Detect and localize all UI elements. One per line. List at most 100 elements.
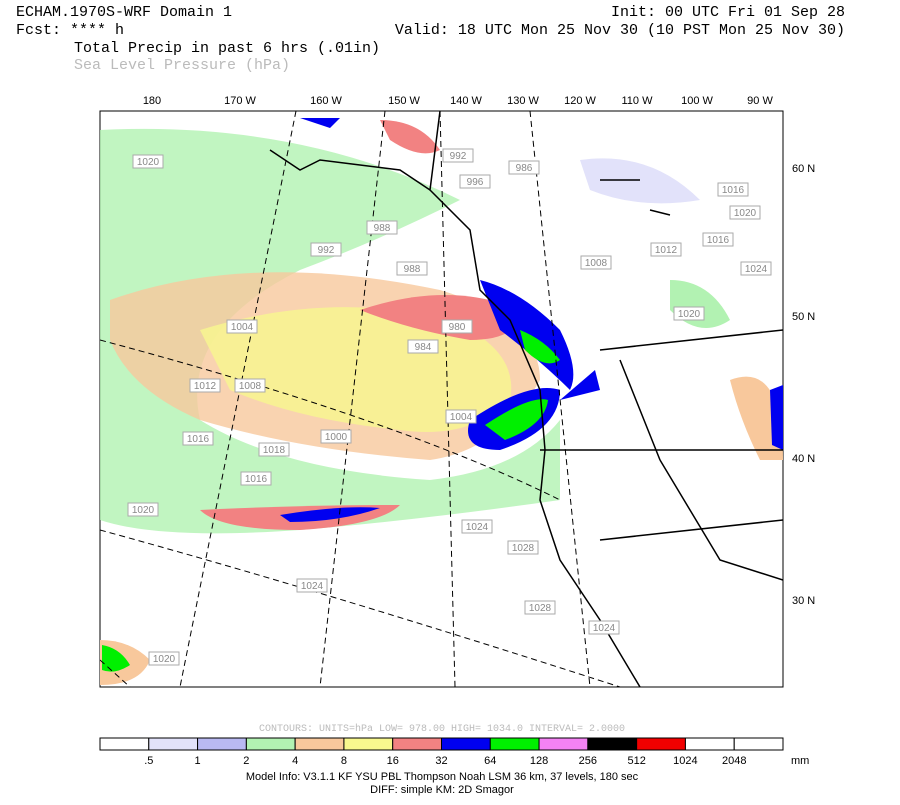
contour-label: 1024 xyxy=(593,623,616,634)
legend-swatch xyxy=(197,737,247,751)
contour-label: 1016 xyxy=(722,185,745,196)
legend-swatch xyxy=(343,737,394,751)
contour-label: 1024 xyxy=(466,522,489,533)
contour-label-box xyxy=(702,232,734,247)
legend-swatch xyxy=(538,737,589,751)
contour-label-box xyxy=(127,502,159,517)
contour-label-box xyxy=(717,182,749,197)
legend-label: 4 xyxy=(292,755,298,767)
contour-label: 984 xyxy=(415,342,432,353)
contour-label: 1024 xyxy=(745,264,768,275)
contour-label: 1020 xyxy=(153,654,176,665)
contour-label: 988 xyxy=(374,223,391,234)
longitude-label: 90 W xyxy=(747,95,773,107)
coastlines xyxy=(269,111,783,687)
contour-label-box xyxy=(650,242,682,257)
contour-label: 1012 xyxy=(655,245,678,256)
contour-label-box xyxy=(407,339,439,354)
contour-label: 992 xyxy=(318,245,335,256)
latitude-label: 50 N xyxy=(792,311,815,323)
longitude-label: 160 W xyxy=(310,95,342,107)
contour-label: 986 xyxy=(516,163,533,174)
contour-label-box xyxy=(507,540,539,555)
title: ECHAM.1970S-WRF Domain 1 xyxy=(16,4,232,21)
contour-label: 1004 xyxy=(231,322,254,333)
legend-label: 8 xyxy=(341,755,347,767)
longitude-label: 180 xyxy=(143,95,161,107)
contour-label-box xyxy=(588,620,620,635)
field-name: Total Precip in past 6 hrs (.01in) xyxy=(74,40,380,57)
legend-swatch xyxy=(733,737,784,751)
contour-label: 1028 xyxy=(512,543,535,554)
latitude-label: 30 N xyxy=(792,595,815,607)
contour-label: 1016 xyxy=(707,235,730,246)
diff-info: DIFF: simple KM: 2D Smagor xyxy=(370,784,514,796)
legend-label: 64 xyxy=(484,755,496,767)
legend-swatch xyxy=(441,737,491,751)
contour-label-box xyxy=(461,519,493,534)
contour-label: 1016 xyxy=(245,474,268,485)
legend-label: .5 xyxy=(144,755,153,767)
legend-label: 512 xyxy=(627,755,645,767)
forecast-hour: Fcst: **** h xyxy=(16,22,124,39)
longitude-label: 110 W xyxy=(622,95,654,107)
legend-label: 2048 xyxy=(722,755,746,767)
longitude-label: 100 W xyxy=(681,95,713,107)
longitude-label: 170 W xyxy=(224,95,256,107)
legend-swatch xyxy=(99,737,150,751)
legend-label: 128 xyxy=(530,755,548,767)
legend-swatch xyxy=(148,737,199,751)
contour-label: 1008 xyxy=(239,381,262,392)
contour-label-box xyxy=(310,242,342,257)
contour-label-box xyxy=(320,429,352,444)
contour-label-box xyxy=(673,306,705,321)
contour-label-box xyxy=(441,319,473,334)
contour-label: 1000 xyxy=(325,432,348,443)
contour-label: 1018 xyxy=(263,445,286,456)
init-time: Init: 00 UTC Fri 01 Sep 28 xyxy=(611,4,845,21)
legend-label: 32 xyxy=(435,755,447,767)
longitude-label: 140 W xyxy=(450,95,482,107)
contour-label-box xyxy=(182,431,214,446)
contour-label: 1008 xyxy=(585,258,608,269)
contour-label: 1016 xyxy=(187,434,210,445)
contour-label: 1028 xyxy=(529,603,552,614)
field-name: Sea Level Pressure (hPa) xyxy=(74,57,290,74)
longitude-label: 120 W xyxy=(564,95,596,107)
legend-swatch xyxy=(245,737,296,751)
legend-label: 256 xyxy=(579,755,597,767)
color-legend: .5 1 2 4 8 16 32 64 128 256 512 1024 2048 mm xyxy=(99,737,809,767)
map xyxy=(99,110,784,688)
contour-labels: 1020 992 996 986 1016 1020 988 992 1008 1012 1016 1… xyxy=(127,148,772,666)
contour-label: 992 xyxy=(450,151,467,162)
legend-label: 16 xyxy=(387,755,399,767)
contour-label-box xyxy=(459,174,491,189)
legend-swatch xyxy=(294,737,345,751)
contour-label-box xyxy=(226,319,258,334)
longitude-label: 130 W xyxy=(507,95,539,107)
legend-unit: mm xyxy=(791,755,809,767)
contour-label-box xyxy=(366,220,398,235)
graticule xyxy=(100,111,621,687)
legend-swatch xyxy=(636,737,686,751)
contour-label: 1024 xyxy=(301,581,324,592)
contour-label-box xyxy=(442,148,474,163)
contour-label: 988 xyxy=(404,264,421,275)
contour-label-box xyxy=(258,442,290,457)
contour-label-box xyxy=(740,261,772,276)
contour-label: 1020 xyxy=(137,157,160,168)
valid-time: Valid: 18 UTC Mon 25 Nov 30 (10 PST Mon … xyxy=(395,22,845,39)
latitude-labels: 60 N 50 N 40 N 30 N xyxy=(792,163,815,607)
contour-label-box xyxy=(132,154,164,169)
contour-label-box xyxy=(148,651,180,666)
contour-label-box xyxy=(524,600,556,615)
legend-swatch xyxy=(392,737,443,751)
contour-label: 980 xyxy=(449,322,466,333)
legend-swatch xyxy=(587,737,638,751)
legend-swatch xyxy=(684,737,735,751)
legend-label: 1 xyxy=(195,755,201,767)
contour-label-box xyxy=(396,261,428,276)
latitude-label: 60 N xyxy=(792,163,815,175)
legend-label: 1024 xyxy=(673,755,697,767)
